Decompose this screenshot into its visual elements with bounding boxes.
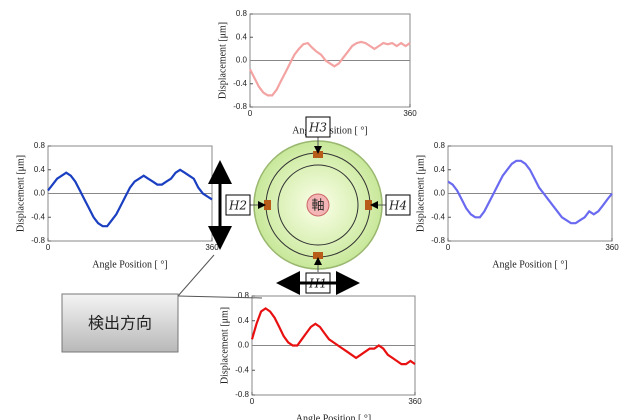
y-tick-label: -0.8 (233, 102, 247, 111)
y-tick-label: 0.4 (34, 165, 46, 174)
callout-text: 検出方向 (88, 314, 152, 333)
y-tick-label: 0.0 (238, 341, 250, 350)
x-tick-label: 360 (205, 243, 219, 252)
y-tick-label: 0.8 (238, 291, 250, 300)
sensor-h2 (264, 200, 271, 210)
x-axis-label: Angle Position [ °] (92, 259, 167, 270)
x-tick-label: 360 (408, 397, 422, 406)
sensor-label: H4 (388, 199, 407, 213)
y-tick-label: 0.4 (238, 316, 250, 325)
callout-line (178, 296, 262, 298)
diagram: -0.8 -0.4 0.0 0.4 0.8 0 360 Angle Position [ °]… (0, 0, 624, 420)
sensor-label: H3 (308, 121, 327, 135)
y-tick-label: -0.4 (233, 79, 247, 88)
x-tick-label: 0 (248, 109, 253, 118)
y-tick-label: -0.8 (31, 236, 45, 245)
x-axis-label: Angle Position [ °] (296, 413, 371, 420)
x-tick-label: 0 (46, 243, 51, 252)
y-tick-label: 0.0 (236, 56, 248, 65)
sensor-h4 (365, 200, 372, 210)
y-axis-label: Displacement [μm] (219, 307, 230, 384)
shaft-label: 軸 (311, 199, 324, 214)
y-axis-label: Displacement [μm] (217, 22, 228, 99)
x-axis-label: Angle Position [ °] (492, 259, 567, 270)
y-tick-label: -0.8 (431, 236, 445, 245)
y-tick-label: -0.8 (235, 390, 249, 399)
sensor-h1 (313, 252, 323, 259)
y-axis-label: Displacement [μm] (415, 155, 426, 232)
x-tick-label: 0 (250, 397, 255, 406)
callout-line (178, 255, 214, 296)
y-tick-label: 0.0 (434, 189, 446, 198)
y-tick-label: 0.4 (434, 165, 446, 174)
sensor-label: H2 (228, 199, 247, 213)
y-tick-label: -0.4 (431, 212, 445, 221)
y-tick-label: 0.8 (236, 9, 248, 18)
y-tick-label: 0.8 (34, 141, 46, 150)
y-tick-label: 0.0 (34, 189, 46, 198)
y-tick-label: -0.4 (235, 365, 249, 374)
sensor-h3 (313, 151, 323, 158)
x-tick-label: 0 (446, 243, 451, 252)
x-tick-label: 360 (605, 243, 619, 252)
y-axis-label: Displacement [μm] (15, 155, 26, 232)
y-tick-label: -0.4 (31, 212, 45, 221)
y-tick-label: 0.4 (236, 32, 248, 41)
y-tick-label: 0.8 (434, 141, 446, 150)
x-tick-label: 360 (403, 109, 417, 118)
